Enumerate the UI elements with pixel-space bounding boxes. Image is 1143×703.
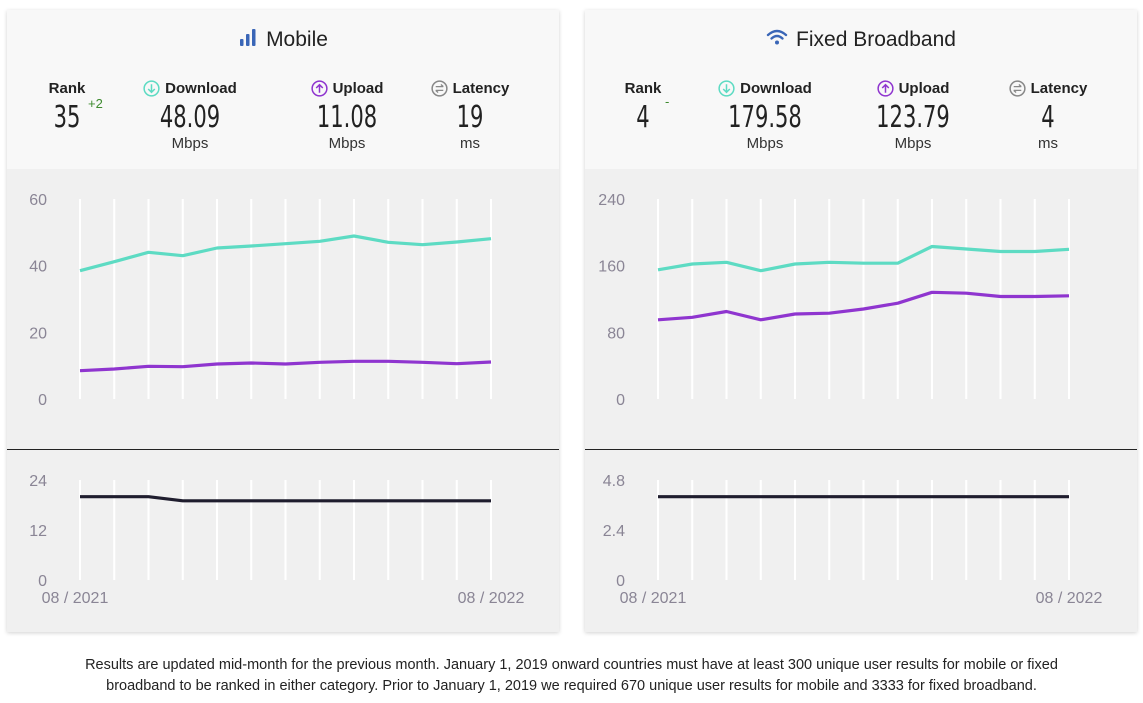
mobile-panel: Mobile Rank 35 +2 Download 48.09 Mbps Up… — [7, 10, 559, 632]
mobile-latency: Latency 19 ms — [410, 78, 530, 152]
latency-value: 19 — [456, 100, 484, 135]
upload-value: 123.79 — [876, 100, 950, 135]
latency-arrows-icon — [431, 79, 448, 97]
fixed-latency: Latency 4 ms — [988, 78, 1108, 152]
y-tick-label: 12 — [29, 523, 47, 540]
fixed-header: Fixed Broadband Rank 4 - Download 179.58… — [585, 10, 1137, 169]
upload-arrow-icon — [310, 79, 328, 97]
upload-label: Upload — [898, 79, 950, 97]
x-tick-label: 08 / 2022 — [458, 590, 525, 607]
fixed-download: Download 179.58 Mbps — [705, 78, 825, 152]
latency-label: Latency — [1030, 79, 1088, 97]
upload-unit: Mbps — [328, 135, 366, 152]
y-tick-label: 0 — [616, 573, 625, 590]
download-unit: Mbps — [171, 135, 209, 152]
rank-change: +2 — [88, 96, 103, 111]
upload-value: 11.08 — [316, 100, 378, 135]
download-label: Download — [165, 79, 237, 97]
y-tick-label: 20 — [29, 325, 47, 342]
latency-value: 4 — [1041, 100, 1055, 135]
series-line-upload — [79, 359, 492, 373]
chart-divider — [7, 449, 559, 450]
mobile-title: Mobile — [7, 25, 559, 55]
fixed-rank: Rank 4 — [583, 78, 703, 134]
series-line-download — [79, 234, 492, 273]
download-value: 48.09 — [159, 100, 221, 135]
series-line-upload — [657, 290, 1070, 322]
upload-unit: Mbps — [894, 135, 932, 152]
mobile-header: Mobile Rank 35 +2 Download 48.09 Mbps Up… — [7, 10, 559, 169]
fixed-broadband-panel: Fixed Broadband Rank 4 - Download 179.58… — [585, 10, 1137, 632]
download-arrow-icon — [718, 79, 735, 97]
mobile-title-text: Mobile — [266, 28, 328, 51]
rank-change: - — [665, 94, 670, 109]
series-line-latency — [80, 495, 491, 503]
rank-value: 35 — [53, 100, 81, 135]
fixed-broadband-charts: 0 80 160 240 08 / 2021 08 / 2022 0 2.4 4.8 — [598, 192, 1103, 607]
wifi-icon — [766, 27, 788, 53]
x-tick-label: 08 / 2021 — [620, 590, 687, 607]
download-arrow-icon — [143, 79, 160, 97]
y-tick-label: 0 — [616, 392, 625, 409]
footer-line-2: broadband to be ranked in either categor… — [106, 678, 1037, 694]
x-tick-label: 08 / 2021 — [42, 590, 109, 607]
footer-line-1: Results are updated mid-month for the pr… — [85, 657, 1058, 673]
signal-bars-icon — [238, 27, 258, 53]
y-tick-label: 160 — [598, 259, 625, 276]
y-tick-label: 240 — [598, 192, 625, 209]
download-label: Download — [740, 79, 812, 97]
rank-label: Rank — [624, 79, 662, 97]
series-line-download — [657, 244, 1070, 273]
latency-unit: ms — [460, 135, 480, 152]
y-tick-label: 40 — [29, 259, 47, 276]
fixed-title: Fixed Broadband — [585, 25, 1137, 55]
y-tick-label: 80 — [607, 325, 625, 342]
latency-label: Latency — [452, 79, 510, 97]
y-tick-label: 0 — [38, 573, 47, 590]
rank-label: Rank — [48, 79, 86, 97]
chart-divider — [585, 449, 1137, 450]
download-value: 179.58 — [728, 100, 802, 135]
footer-note: Results are updated mid-month for the pr… — [0, 655, 1143, 697]
mobile-download: Download 48.09 Mbps — [130, 78, 250, 152]
download-unit: Mbps — [746, 135, 784, 152]
mobile-rank: Rank 35 — [7, 78, 127, 134]
rank-value: 4 — [636, 100, 650, 135]
fixed-title-text: Fixed Broadband — [796, 28, 956, 51]
mobile-charts: 0 20 40 60 08 / 2021 08 / 2022 0 12 24 — [29, 192, 525, 607]
y-tick-label: 24 — [29, 473, 47, 490]
y-tick-label: 0 — [38, 392, 47, 409]
y-tick-label: 4.8 — [603, 473, 625, 490]
upload-arrow-icon — [876, 79, 894, 97]
x-tick-label: 08 / 2022 — [1036, 590, 1103, 607]
latency-arrows-icon — [1009, 79, 1026, 97]
y-tick-label: 60 — [29, 192, 47, 209]
y-tick-label: 2.4 — [603, 523, 625, 540]
upload-label: Upload — [332, 79, 384, 97]
latency-unit: ms — [1038, 135, 1058, 152]
mobile-upload: Upload 11.08 Mbps — [287, 78, 407, 152]
fixed-upload: Upload 123.79 Mbps — [853, 78, 973, 153]
